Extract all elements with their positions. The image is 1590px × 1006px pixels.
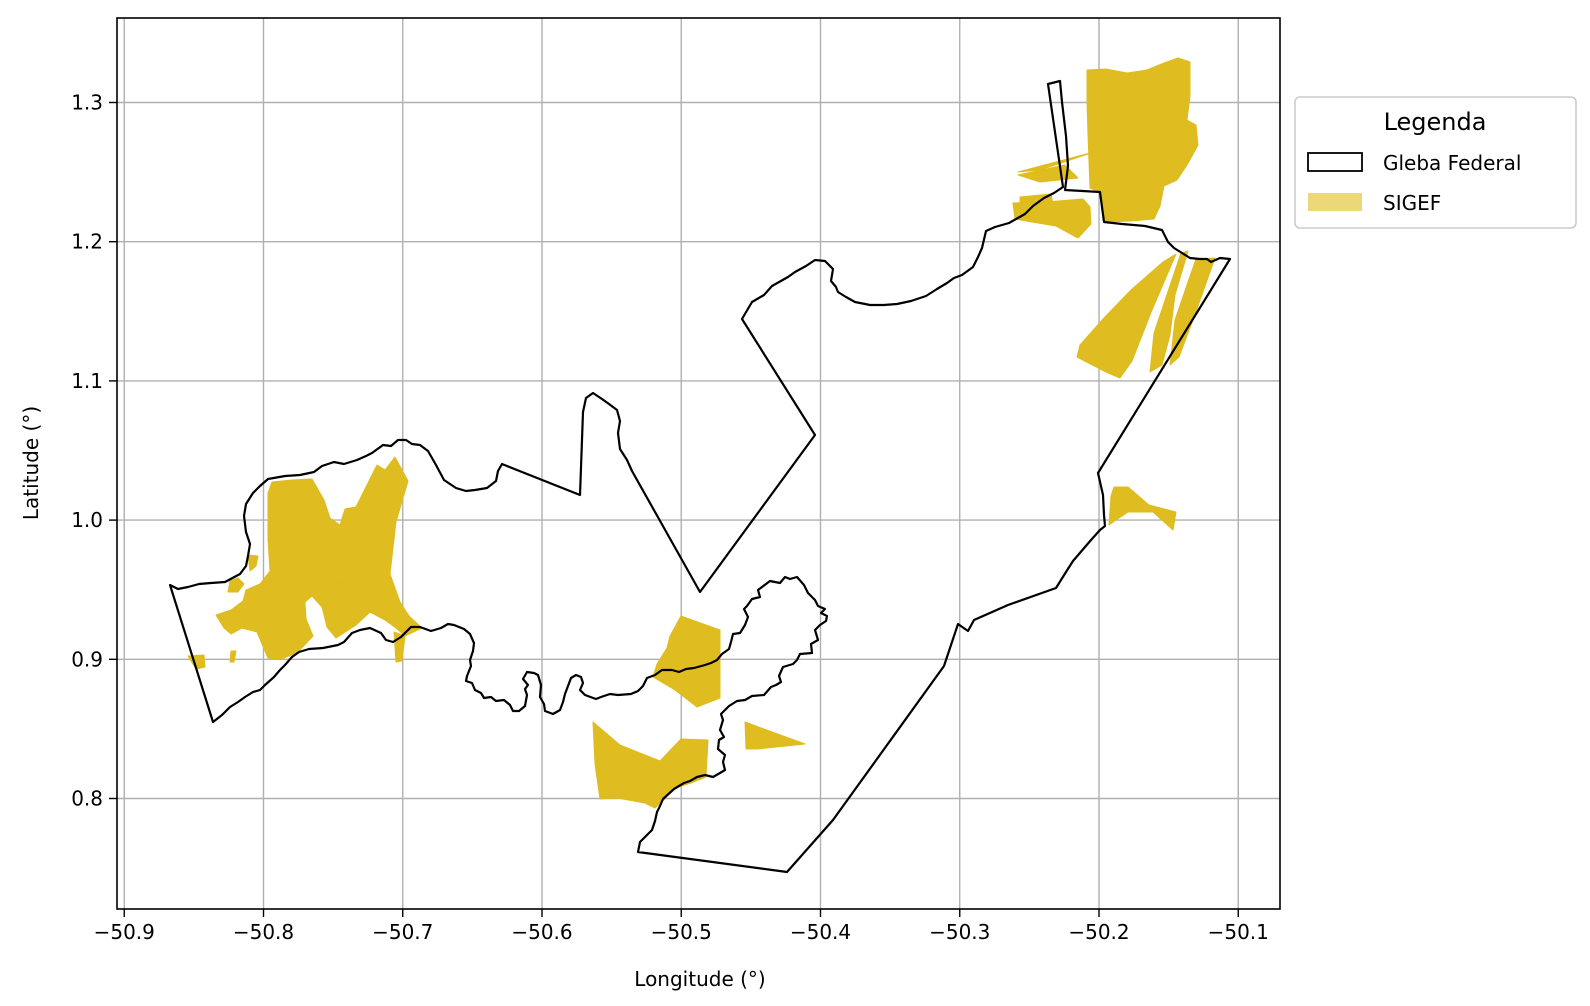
x-tick-label: −50.2 <box>1068 920 1129 944</box>
y-tick-label: 1.2 <box>71 230 103 254</box>
sigef-parcel <box>227 577 245 593</box>
x-axis-ticks: −50.9 −50.8 −50.7 −50.6 −50.5 −50.4 −50.3 −50.2… <box>94 909 1269 944</box>
x-tick-label: −50.9 <box>94 920 155 944</box>
sigef-parcel <box>1149 250 1189 373</box>
sigef-parcel <box>229 650 237 663</box>
legend-title: Legenda <box>1384 108 1487 136</box>
sigef-parcels <box>187 57 1216 809</box>
legend-swatch-sigef <box>1308 193 1362 211</box>
plot-frame <box>116 17 1281 910</box>
sigef-parcel <box>247 554 259 572</box>
sigef-parcel <box>1086 57 1199 223</box>
legend-box <box>1294 96 1577 229</box>
x-tick-label: −50.5 <box>651 920 712 944</box>
x-tick-label: −50.7 <box>372 920 433 944</box>
sigef-parcel <box>215 456 423 660</box>
sigef-parcel <box>592 721 709 809</box>
sigef-parcel <box>652 615 721 708</box>
x-tick-label: −50.4 <box>790 920 851 944</box>
x-axis-label: Longitude (°) <box>634 967 765 991</box>
x-tick-label: −50.8 <box>233 920 294 944</box>
sigef-parcel <box>1012 198 1092 239</box>
x-tick-label: −50.6 <box>511 920 572 944</box>
sigef-parcel <box>744 721 806 750</box>
y-axis-label: Latitude (°) <box>19 406 43 520</box>
gleba-outline <box>168 79 1232 874</box>
legend: Legenda Gleba Federal SIGEF <box>1294 96 1577 229</box>
sigef-parcel <box>1076 253 1177 379</box>
y-tick-label: 0.8 <box>71 787 103 811</box>
y-axis-ticks: 0.8 0.9 1.0 1.1 1.2 1.3 <box>71 91 117 811</box>
x-tick-label: −50.1 <box>1208 920 1269 944</box>
y-tick-label: 1.1 <box>71 369 103 393</box>
sigef-parcel <box>1108 486 1177 531</box>
y-tick-label: 1.3 <box>71 91 103 115</box>
x-tick-label: −50.3 <box>929 920 990 944</box>
legend-label-gleba-federal: Gleba Federal <box>1383 151 1521 175</box>
sigef-parcel <box>267 492 323 572</box>
y-tick-label: 1.0 <box>71 508 103 532</box>
sigef-parcel <box>321 579 353 592</box>
y-tick-label: 0.9 <box>71 647 103 671</box>
sigef-parcel <box>1017 164 1079 183</box>
gleba-federal-boundary <box>168 79 1232 874</box>
legend-label-sigef: SIGEF <box>1383 191 1441 215</box>
legend-swatch-gleba-federal <box>1307 152 1363 172</box>
